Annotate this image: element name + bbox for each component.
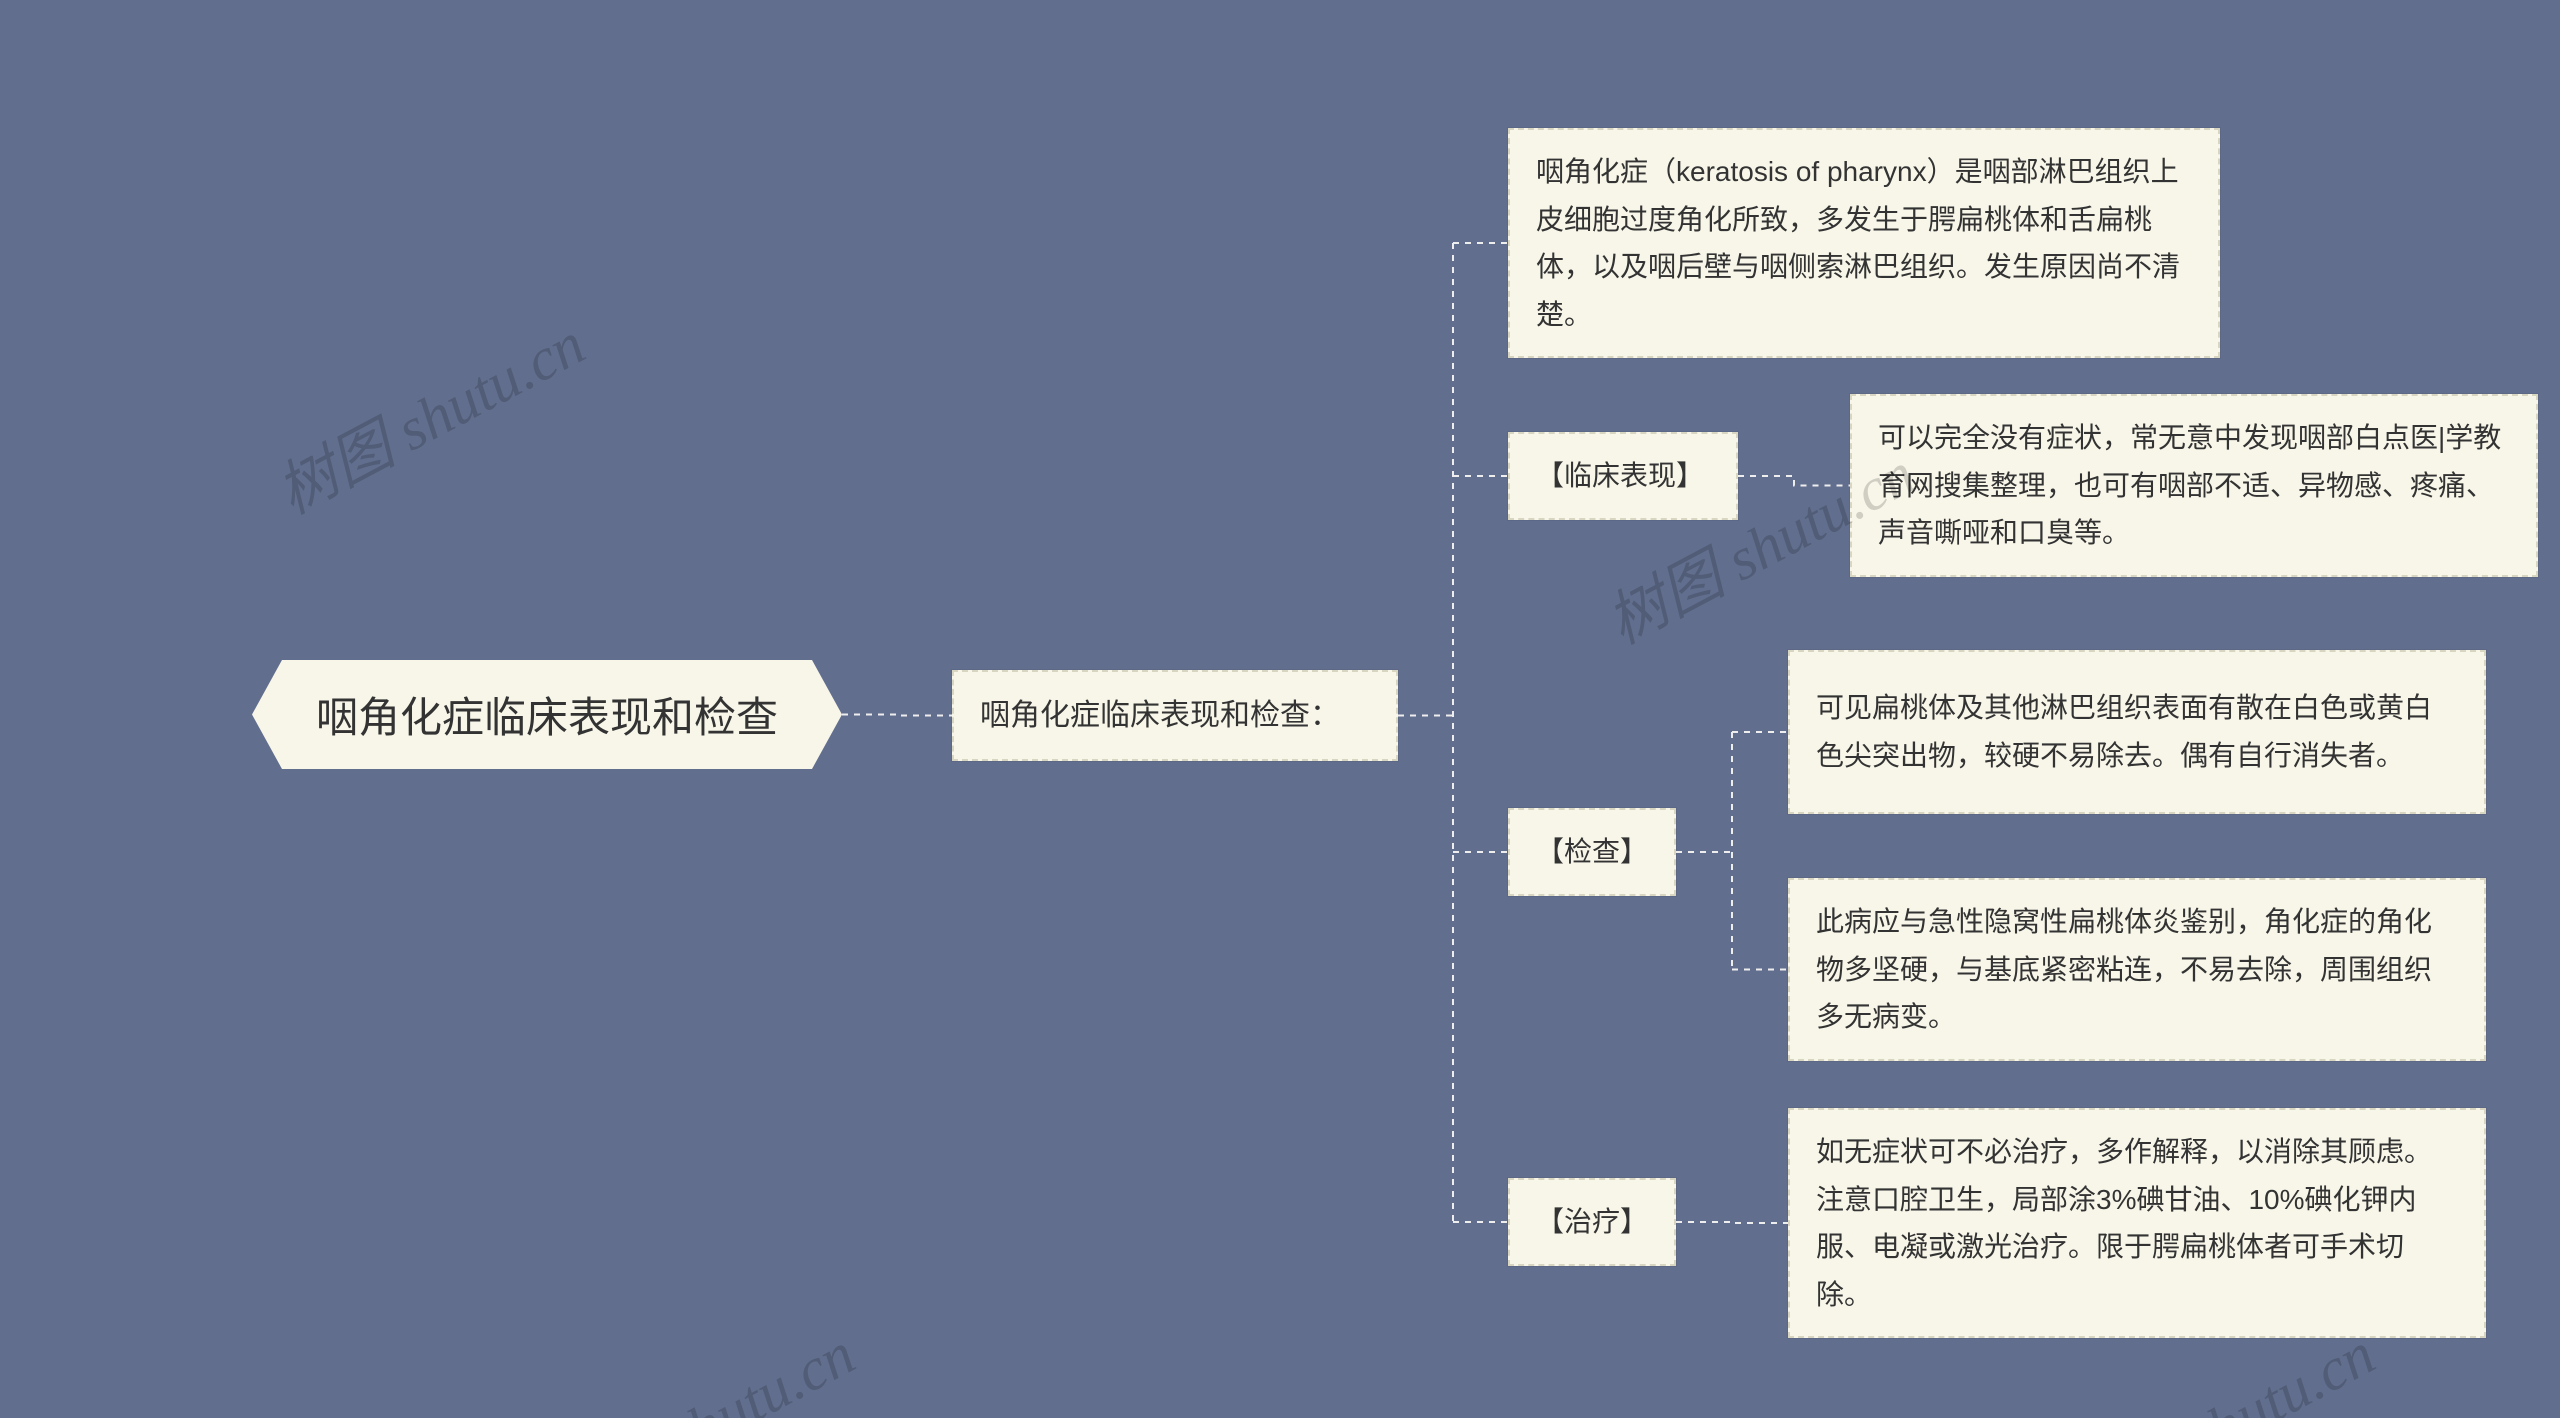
node-text: 咽角化症（keratosis of pharynx）是咽部淋巴组织上皮细胞过度角… — [1536, 148, 2192, 338]
watermark: 树图 shutu.cn — [259, 296, 597, 531]
leaf-node[interactable]: 此病应与急性隐窝性扁桃体炎鉴别，角化症的角化物多坚硬，与基底紧密粘连，不易去除，… — [1788, 878, 2486, 1061]
node-text: 此病应与急性隐窝性扁桃体炎鉴别，角化症的角化物多坚硬，与基底紧密粘连，不易去除，… — [1816, 898, 2458, 1041]
leaf-node[interactable]: 如无症状可不必治疗，多作解释，以消除其顾虑。注意口腔卫生，局部涂3%碘甘油、10… — [1788, 1108, 2486, 1338]
branch-node[interactable]: 咽角化症临床表现和检查： — [952, 670, 1398, 761]
leaf-node[interactable]: 可见扁桃体及其他淋巴组织表面有散在白色或黄白色尖突出物，较硬不易除去。偶有自行消… — [1788, 650, 2486, 814]
watermark: 树图 shutu.cn — [529, 1306, 867, 1418]
node-text: 如无症状可不必治疗，多作解释，以消除其顾虑。注意口腔卫生，局部涂3%碘甘油、10… — [1816, 1128, 2458, 1318]
category-node[interactable]: 【治疗】 — [1508, 1178, 1676, 1266]
root-node[interactable]: 咽角化症临床表现和检查 — [252, 660, 842, 769]
node-text: 【检查】 — [1536, 828, 1648, 876]
node-text: 咽角化症临床表现和检查 — [316, 684, 778, 745]
category-node[interactable]: 【检查】 — [1508, 808, 1676, 896]
leaf-node[interactable]: 可以完全没有症状，常无意中发现咽部白点医|学教育网搜集整理，也可有咽部不适、异物… — [1850, 394, 2538, 577]
node-text: 咽角化症临床表现和检查： — [980, 690, 1340, 741]
node-text: 【治疗】 — [1536, 1198, 1648, 1246]
node-text: 可以完全没有症状，常无意中发现咽部白点医|学教育网搜集整理，也可有咽部不适、异物… — [1878, 414, 2510, 557]
leaf-node[interactable]: 咽角化症（keratosis of pharynx）是咽部淋巴组织上皮细胞过度角… — [1508, 128, 2220, 358]
mindmap-canvas: 咽角化症临床表现和检查 咽角化症临床表现和检查： 咽角化症（keratosis of… — [0, 0, 2560, 1418]
node-text: 【临床表现】 — [1536, 452, 1704, 500]
node-text: 可见扁桃体及其他淋巴组织表面有散在白色或黄白色尖突出物，较硬不易除去。偶有自行消… — [1816, 684, 2458, 779]
category-node[interactable]: 【临床表现】 — [1508, 432, 1738, 520]
